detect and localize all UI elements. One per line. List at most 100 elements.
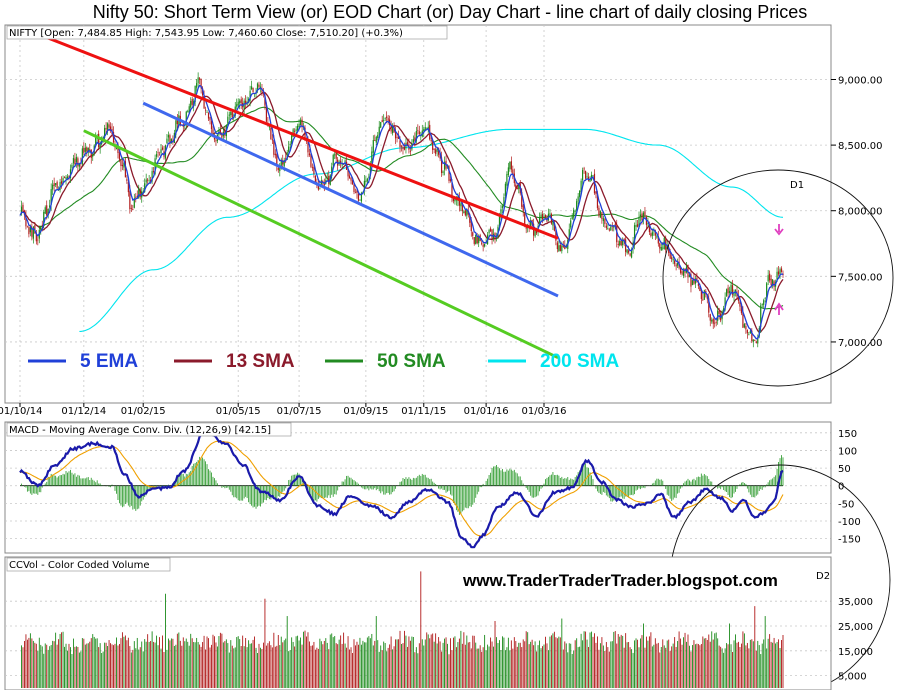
candle-body xyxy=(50,189,52,205)
candle-body xyxy=(635,225,637,227)
macd-title: MACD - Moving Average Conv. Div. (12,26,… xyxy=(9,425,271,436)
candle-body xyxy=(534,230,536,237)
candle-body xyxy=(270,127,272,140)
candle-body xyxy=(276,154,278,166)
watermark: www.TraderTraderTrader.blogspot.com xyxy=(462,571,778,590)
candle-body xyxy=(92,152,94,157)
candle-body xyxy=(380,121,382,128)
candle-body xyxy=(469,214,471,223)
candle-body xyxy=(642,212,645,219)
candle-body xyxy=(118,152,121,160)
candle-body xyxy=(35,232,37,242)
candle-body xyxy=(630,249,633,258)
candle-body xyxy=(755,341,757,343)
legend-label: 5 EMA xyxy=(80,351,138,372)
candle-body xyxy=(390,124,392,132)
macd-tick-label: 0 xyxy=(838,482,844,493)
candle-body xyxy=(87,147,89,153)
candle-body xyxy=(265,104,268,122)
candle-body xyxy=(231,112,233,118)
candle-body xyxy=(780,268,783,272)
candle-body xyxy=(697,283,699,286)
candle-body xyxy=(341,164,343,166)
candle-body xyxy=(604,219,606,225)
candle-body xyxy=(573,209,575,218)
candle-body xyxy=(283,160,285,167)
candle-body xyxy=(291,135,293,145)
candle-body xyxy=(78,163,80,167)
candle-body xyxy=(335,153,337,159)
candle-body xyxy=(773,281,775,287)
candle-body xyxy=(766,283,768,298)
candle-body xyxy=(682,270,685,276)
candle-body xyxy=(160,149,162,154)
date-tick-label: 01/11/15 xyxy=(401,406,446,417)
candle-body xyxy=(565,247,567,249)
price-tick-label: 8,500.00 xyxy=(838,141,883,152)
candle-body xyxy=(418,131,420,135)
candle-body xyxy=(55,183,57,185)
candle-body xyxy=(351,180,354,185)
candle-body xyxy=(672,259,674,261)
candle-body xyxy=(236,104,238,107)
candle-body xyxy=(712,318,714,324)
ema5-path xyxy=(19,84,784,340)
candle-body xyxy=(378,126,380,135)
candle-body xyxy=(191,99,193,105)
macd-signal-line xyxy=(19,440,784,537)
candle-body xyxy=(659,243,661,249)
candle-body xyxy=(657,236,659,244)
candle-body xyxy=(740,305,743,314)
candle-body xyxy=(176,119,178,125)
candle-body xyxy=(746,330,748,334)
candle-body xyxy=(760,305,762,328)
candle-body xyxy=(512,169,514,175)
candle-body xyxy=(199,78,201,80)
candle-body xyxy=(629,253,631,256)
candle-body xyxy=(323,183,325,186)
candle-body xyxy=(636,224,639,227)
candle-body xyxy=(723,308,725,313)
candle-body xyxy=(230,111,232,116)
candle-body xyxy=(415,130,417,142)
candle-body xyxy=(29,227,31,233)
candle-body xyxy=(739,301,741,307)
candle-body xyxy=(133,198,135,208)
candle-body xyxy=(296,125,299,131)
page-title: Nifty 50: Short Term View (or) EOD Chart… xyxy=(92,2,808,22)
candle-body xyxy=(690,274,692,287)
price-legend: 5 EMA 13 SMA 50 SMA 200 SMA xyxy=(28,351,619,372)
annotation-d1: D1 xyxy=(790,180,804,191)
candle-body xyxy=(188,106,190,114)
candle-body xyxy=(221,133,223,138)
candle-body xyxy=(320,180,322,188)
channel-lower xyxy=(83,129,559,360)
candle-body xyxy=(617,243,619,245)
candle-body xyxy=(299,119,302,125)
candle-body xyxy=(286,152,288,160)
candle-body xyxy=(72,158,75,164)
candle-body xyxy=(63,177,66,179)
candle-body xyxy=(639,214,642,217)
candle-body xyxy=(625,239,627,252)
candle-body xyxy=(132,209,134,210)
candle-body xyxy=(145,179,147,183)
candle-body xyxy=(197,77,199,84)
candle-body xyxy=(56,181,58,189)
price-grid xyxy=(5,25,831,403)
candle-body xyxy=(570,220,572,228)
down-arrow xyxy=(774,224,784,236)
candle-body xyxy=(53,183,55,187)
candle-body xyxy=(727,287,729,294)
candle-body xyxy=(348,175,351,179)
candle-body xyxy=(311,167,314,169)
candle-body xyxy=(449,179,452,182)
candle-body xyxy=(733,292,735,297)
candle-body xyxy=(258,84,260,87)
candle-body xyxy=(518,184,520,190)
legend-label: 200 SMA xyxy=(540,351,619,372)
candle-body xyxy=(158,154,161,156)
candle-body xyxy=(633,225,636,244)
candle-body xyxy=(582,170,584,181)
candle-body xyxy=(693,278,695,284)
